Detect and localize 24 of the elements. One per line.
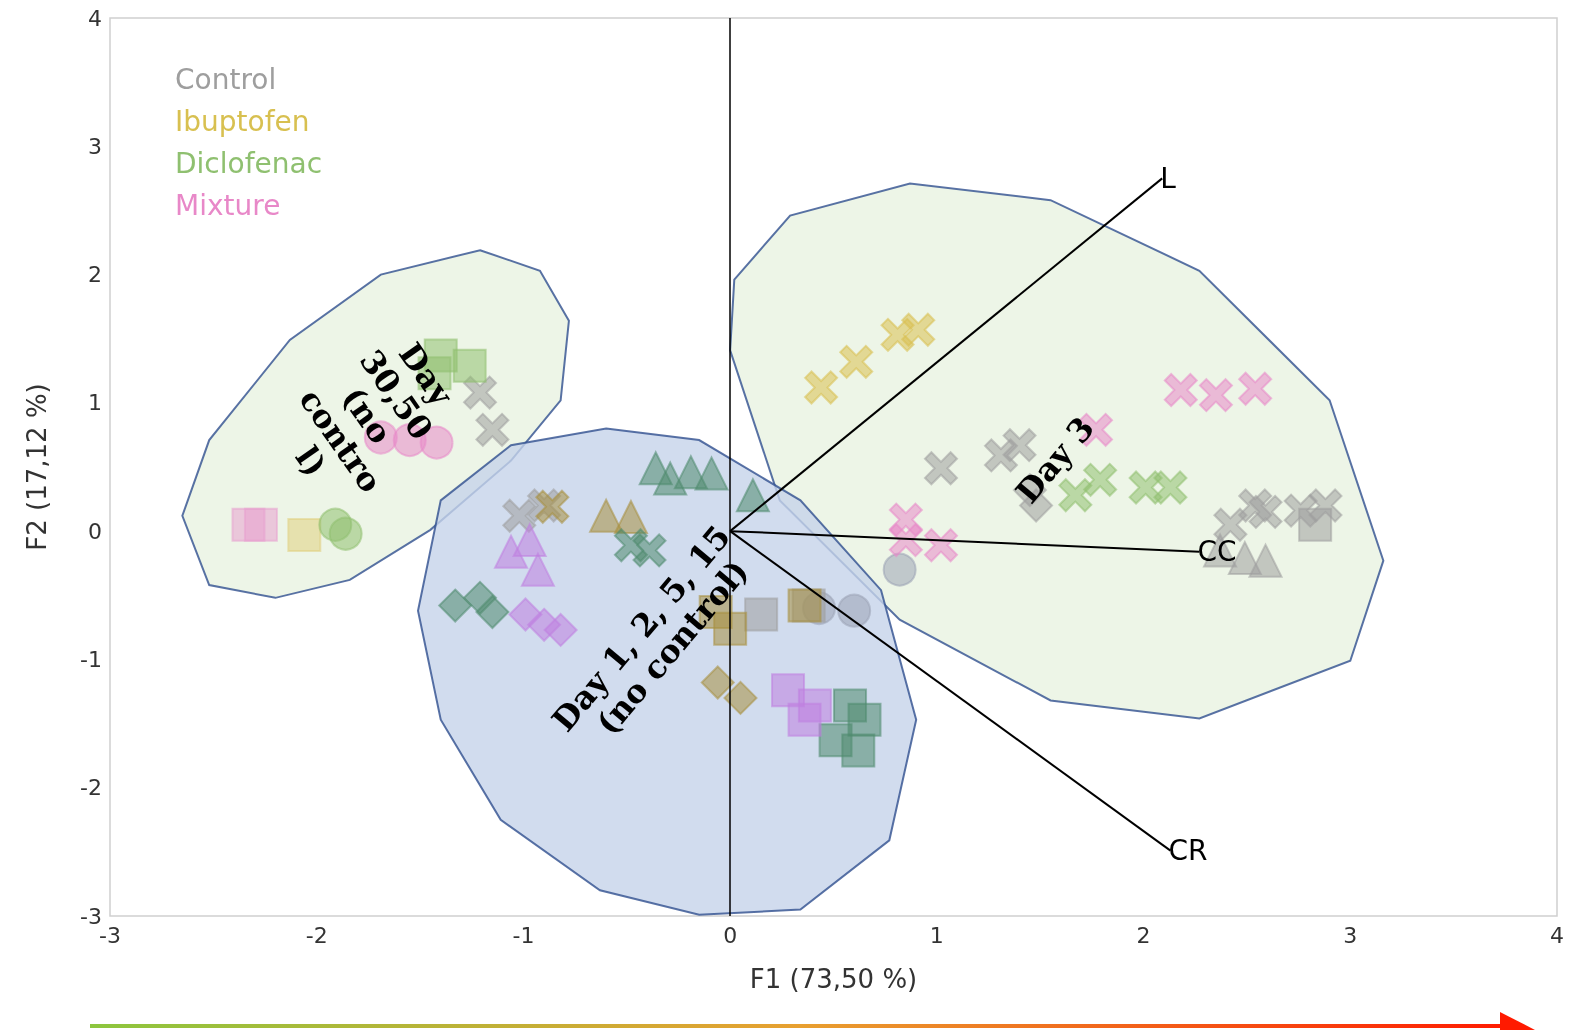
y-tick-label: 3 [88, 133, 102, 159]
x-tick-label: 4 [1550, 922, 1564, 948]
y-axis-title: F2 (17,12 %) [22, 383, 52, 551]
y-tick-label: -2 [80, 775, 102, 801]
y-tick-label: 0 [88, 518, 102, 544]
x-tick-label: -2 [305, 922, 328, 948]
y-tick-label: -1 [80, 646, 102, 672]
x-tick-label: 0 [723, 922, 738, 948]
series-label: CR [1168, 834, 1208, 868]
x-tick-label: -1 [512, 922, 535, 948]
y-tick-label: 1 [88, 390, 102, 416]
y-tick-label: -3 [80, 903, 102, 929]
y-tick-label: 4 [88, 5, 102, 31]
series-label: L [1160, 161, 1177, 195]
x-tick-label: 2 [1136, 922, 1151, 948]
x-axis-title: F1 (73,50 %) [749, 964, 918, 994]
text: Diclofenac [175, 146, 323, 180]
text: Ibuptofen [175, 104, 310, 138]
y-tick-label: 2 [88, 262, 102, 288]
x-tick-label: 3 [1343, 922, 1358, 948]
text: Control [175, 62, 277, 96]
text: Mixture [175, 188, 281, 222]
series-label: CC [1197, 535, 1237, 569]
x-tick-label: 1 [929, 922, 944, 948]
